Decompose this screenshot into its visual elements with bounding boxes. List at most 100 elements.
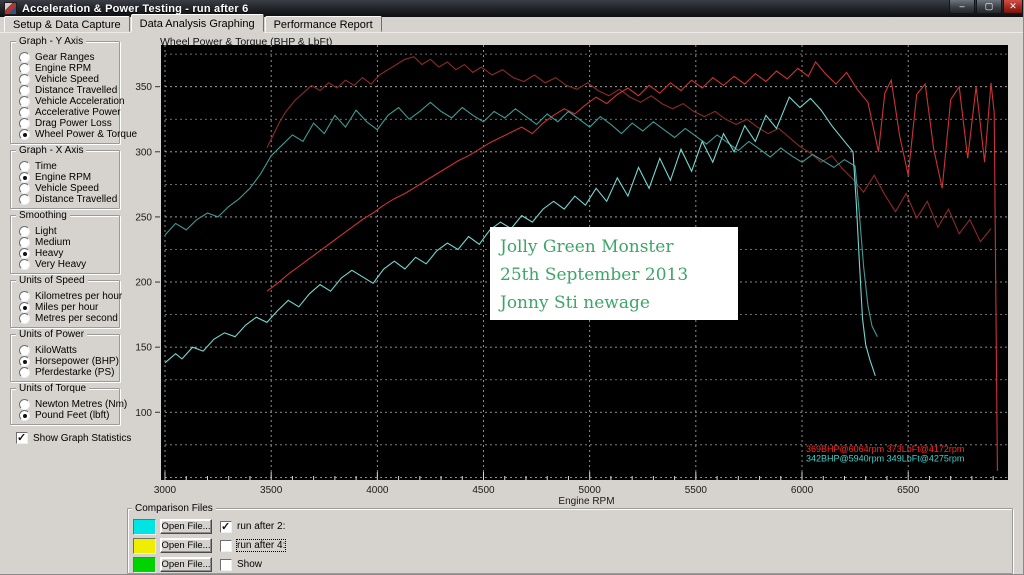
radio-icon[interactable] (19, 302, 30, 313)
x-axis-label-4000: 4000 (366, 485, 389, 496)
tab-performance-report[interactable]: Performance Report (264, 16, 382, 32)
radio-icon[interactable] (19, 118, 30, 129)
title-bar: Acceleration & Power Testing - run after… (0, 0, 1023, 17)
x-axis-title: Engine RPM (558, 496, 614, 507)
radio-label: Engine RPM (35, 63, 92, 74)
radio-icon[interactable] (19, 85, 30, 96)
tab-strip: Setup & Data Capture Data Analysis Graphi… (4, 14, 383, 32)
tab-setup-data-capture[interactable]: Setup & Data Capture (4, 16, 130, 32)
radio-option-kilometres-per-hour[interactable]: Kilometres per hour (17, 291, 122, 302)
radio-option-distance-travelled[interactable]: Distance Travelled (17, 85, 118, 96)
minimize-button[interactable]: – (949, 0, 975, 14)
x-axis-label-5500: 5500 (685, 485, 708, 496)
y-axis-label-150: 150 (135, 343, 152, 354)
radio-option-pferdestarke-ps[interactable]: Pferdestarke (PS) (17, 367, 115, 378)
y-axis-label-300: 300 (135, 147, 152, 158)
comparison-checkbox-label: Show (237, 559, 263, 570)
radio-option-newton-metres-nm[interactable]: Newton Metres (Nm) (17, 399, 127, 410)
comparison-files-label: Comparison Files (132, 503, 216, 514)
radio-option-very-heavy[interactable]: Very Heavy (17, 259, 115, 270)
comparison-checkbox[interactable] (220, 558, 232, 571)
radio-option-distance-travelled[interactable]: Distance Travelled (17, 194, 118, 205)
comparison-checkbox-label: run after 4: (235, 539, 287, 552)
radio-icon[interactable] (19, 248, 30, 259)
radio-icon[interactable] (19, 183, 30, 194)
radio-option-kilowatts[interactable]: KiloWatts (17, 345, 115, 356)
radio-icon[interactable] (19, 291, 30, 302)
radio-option-medium[interactable]: Medium (17, 237, 115, 248)
radio-option-horsepower-bhp[interactable]: Horsepower (BHP) (17, 356, 119, 367)
group-label-units-of-power: Units of Power (16, 329, 88, 340)
comparison-row-run-after-4: Open File... run after 4: (133, 537, 287, 554)
radio-option-wheel-power-torque[interactable]: Wheel Power & Torque (17, 129, 137, 140)
open-file-button[interactable]: Open File... (160, 557, 212, 572)
yellow-color-swatch (133, 537, 156, 554)
graph-options-sidebar: Graph - Y Axis Gear Ranges Engine RPM Vehic… (10, 36, 137, 444)
radio-icon[interactable] (19, 226, 30, 237)
radio-icon[interactable] (19, 161, 30, 172)
radio-icon[interactable] (19, 96, 30, 107)
open-file-button[interactable]: Open File... (160, 519, 212, 534)
radio-option-vehicle-speed[interactable]: Vehicle Speed (17, 183, 115, 194)
radio-option-miles-per-hour[interactable]: Miles per hour (17, 302, 115, 313)
radio-label: Wheel Power & Torque (35, 129, 138, 140)
radio-icon[interactable] (19, 74, 30, 85)
radio-option-vehicle-acceleration[interactable]: Vehicle Acceleration (17, 96, 125, 107)
y-axis-label-250: 250 (135, 212, 152, 223)
x-axis-label-3000: 3000 (154, 485, 177, 496)
radio-option-pound-feet-lbft[interactable]: Pound Feet (lbft) (17, 410, 115, 421)
radio-icon[interactable] (19, 194, 30, 205)
tab-label: Data Analysis Graphing (139, 17, 255, 30)
radio-option-drag-power-loss[interactable]: Drag Power Loss (17, 118, 115, 129)
radio-icon[interactable] (19, 63, 30, 74)
radio-option-vehicle-speed[interactable]: Vehicle Speed (17, 74, 115, 85)
radio-icon[interactable] (19, 313, 30, 324)
show-graph-statistics-checkbox[interactable]: Show Graph Statistics (14, 431, 131, 444)
radio-option-time[interactable]: Time (17, 161, 115, 172)
radio-option-engine-rpm[interactable]: Engine RPM (17, 63, 115, 74)
radio-label: Vehicle Speed (35, 74, 99, 85)
radio-label: Vehicle Acceleration (35, 96, 125, 107)
close-button[interactable]: ✕ (1003, 0, 1023, 14)
radio-icon[interactable] (19, 356, 30, 367)
tab-data-analysis-graphing[interactable]: Data Analysis Graphing (130, 14, 264, 32)
radio-option-gear-ranges[interactable]: Gear Ranges (17, 52, 115, 63)
radio-label: Newton Metres (Nm) (35, 399, 128, 410)
checkbox-icon[interactable] (16, 431, 28, 444)
comparison-row-run-after-2: Open File... run after 2: (133, 518, 285, 535)
radio-icon[interactable] (19, 237, 30, 248)
series-run-after-2-torque-lbft (164, 101, 878, 337)
radio-label: Distance Travelled (35, 194, 118, 205)
green-color-swatch (133, 556, 156, 573)
radio-label: Vehicle Speed (35, 183, 99, 194)
open-file-button[interactable]: Open File... (160, 538, 212, 553)
radio-label: Accelerative Power (35, 107, 121, 118)
radio-icon[interactable] (19, 399, 30, 410)
y-axis-label-100: 100 (135, 408, 152, 419)
radio-option-heavy[interactable]: Heavy (17, 248, 115, 259)
annotation-line-2: 25th September 2013 (500, 265, 689, 285)
radio-label: Pound Feet (lbft) (35, 410, 110, 421)
maximize-button[interactable]: ▢ (976, 0, 1002, 14)
graph-statistics-line-2: 342BHP@5940rpm 349LbFt@4275rpm (806, 454, 964, 464)
radio-icon[interactable] (19, 259, 30, 270)
group-label-units-of-torque: Units of Torque (16, 383, 90, 394)
comparison-checkbox[interactable] (220, 520, 232, 533)
radio-option-light[interactable]: Light (17, 226, 115, 237)
radio-option-engine-rpm[interactable]: Engine RPM (17, 172, 115, 183)
radio-option-accelerative-power[interactable]: Accelerative Power (17, 107, 121, 118)
comparison-checkbox[interactable] (220, 539, 232, 552)
radio-option-metres-per-second[interactable]: Metres per second (17, 313, 118, 324)
comparison-row-show: Open File... Show (133, 556, 263, 573)
radio-icon[interactable] (19, 129, 30, 140)
radio-icon[interactable] (19, 52, 30, 63)
tab-label: Performance Report (273, 18, 373, 31)
radio-icon[interactable] (19, 345, 30, 356)
radio-label: Distance Travelled (35, 85, 118, 96)
radio-icon[interactable] (19, 367, 30, 378)
radio-icon[interactable] (19, 107, 30, 118)
radio-icon[interactable] (19, 410, 30, 421)
group-smoothing: Smoothing Light Medium Heavy Very Heavy (10, 210, 120, 274)
window-title: Acceleration & Power Testing - run after… (22, 2, 249, 15)
radio-icon[interactable] (19, 172, 30, 183)
